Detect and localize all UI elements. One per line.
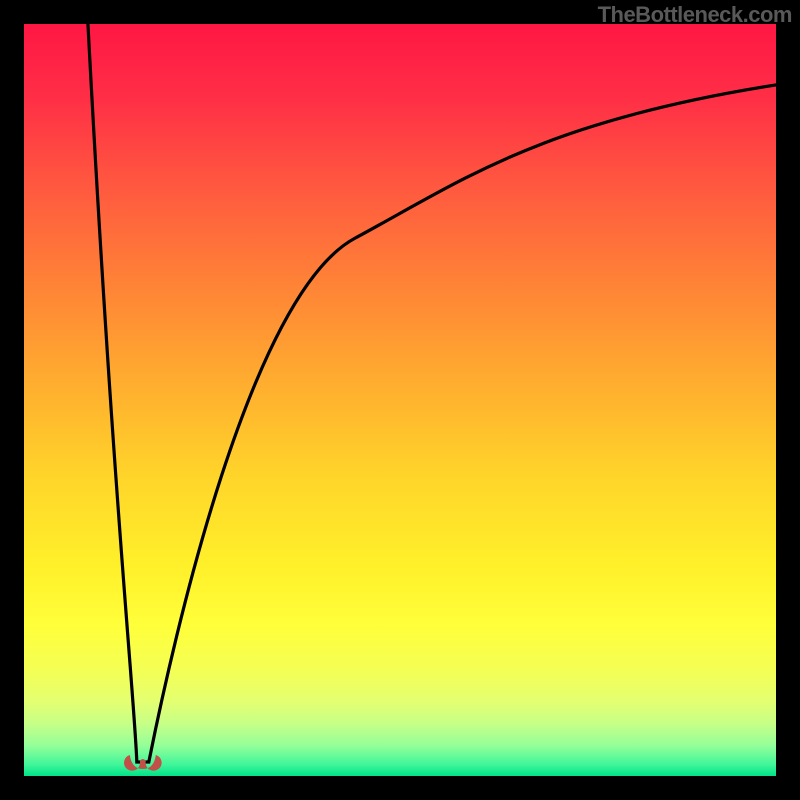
chart-container: TheBottleneck.com xyxy=(0,0,800,800)
chart-svg xyxy=(0,0,800,800)
watermark-text: TheBottleneck.com xyxy=(598,2,792,28)
gradient-background xyxy=(24,24,776,776)
